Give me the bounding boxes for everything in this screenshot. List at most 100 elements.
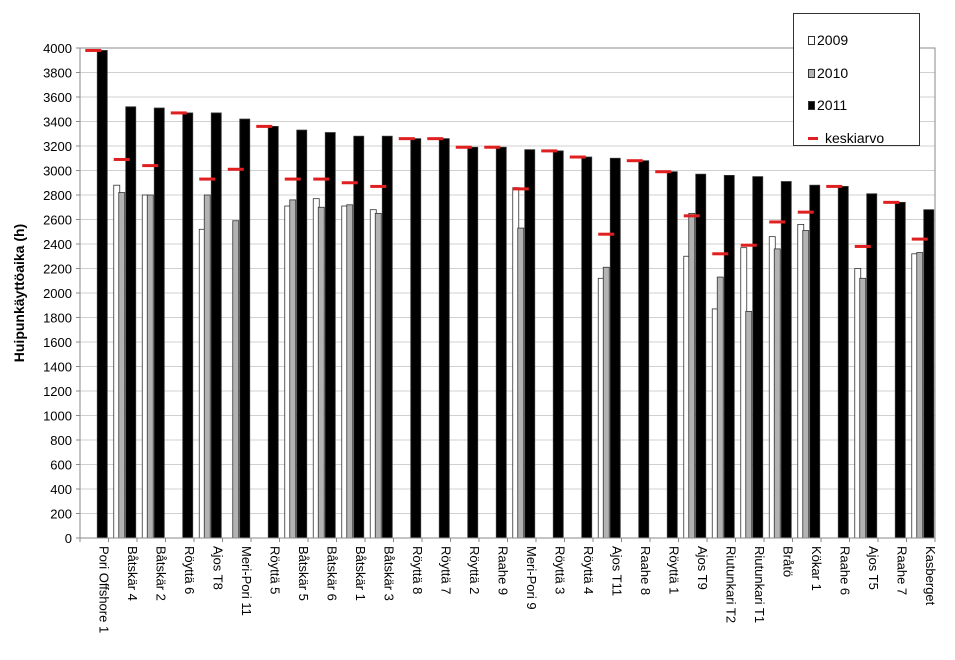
bar-2011 [666,171,678,539]
x-tick-labels: Pori Offshore 1 Båtskär 4 Båtskär 2 Röyttä … [96,546,938,633]
average-marker [341,181,358,185]
x-tick-label: Riutunkari T1 [752,546,767,623]
bar-2011 [837,186,849,539]
bar-2011 [381,135,393,539]
x-tick-label: Ajos T8 [210,546,225,590]
x-tick-label: Röyttä 4 [581,546,596,594]
average-markers [85,48,928,256]
x-tick-label: Båtskär 2 [153,546,168,601]
average-marker [712,252,729,256]
average-marker [854,244,871,248]
y-tick-label: 4000 [43,41,72,56]
legend-item-2009: 2009 [808,30,848,50]
x-tick-label: Röyttä 2 [467,546,482,594]
average-marker [655,170,672,174]
legend-swatch-2011 [808,100,815,110]
y-tick-label: 1400 [43,360,72,375]
x-tick-label: Ajos T5 [866,546,881,590]
legend-swatch-2010 [808,68,815,78]
bar-2011 [723,174,735,539]
bar-2010 [118,192,126,539]
bar-2010 [146,194,154,539]
x-tick-label: Båtskär 1 [353,546,368,601]
x-tick-label: Båtskär 3 [381,546,396,601]
average-marker [740,243,757,247]
average-marker [769,220,786,224]
average-marker [284,177,301,181]
x-tick-label: Ajos T9 [695,546,710,590]
y-tick-labels: 0 200 400 600 800 1000 1200 1400 1600 1800 2000 220… [43,41,72,546]
bar-2011 [210,112,222,539]
bar-2011 [438,138,450,539]
bar-2010 [232,220,240,539]
bar-2010 [289,199,297,539]
legend-label-2009: 2009 [817,32,849,48]
y-tick-label: 3800 [43,66,72,81]
legend-label-2010: 2010 [817,65,849,81]
bar-2011 [267,126,279,539]
bar-2011 [239,118,251,539]
average-marker [227,167,244,171]
y-tick-label: 3600 [43,90,72,105]
bar-2011 [467,146,479,539]
bar-2010 [317,206,325,539]
bar-2011 [780,181,792,539]
x-tick-label: Röyttä 5 [267,546,282,594]
bar-2011 [638,160,650,539]
x-tick-label: Raahe 8 [638,546,653,595]
x-tick-label: Kökar 1 [809,546,824,591]
bar-2011 [894,201,906,539]
x-tick-label: Riutunkari T2 [723,546,738,623]
y-tick-label: 2600 [43,213,72,228]
bar-2011 [410,138,422,539]
y-tick-label: 2000 [43,286,72,301]
gridlines [80,47,935,539]
average-marker [170,111,187,115]
bar-2011 [752,176,764,539]
x-tick-label: Bråtö [780,546,795,577]
y-tick-label: 2200 [43,262,72,277]
legend-swatch-2009 [808,35,815,45]
bar-2011 [809,184,821,539]
bar-2010 [203,194,211,539]
axes [76,47,936,542]
bar-2010 [716,276,724,539]
x-tick-label: Raahe 9 [495,546,510,595]
y-tick-label: 200 [50,507,72,522]
bar-2010 [346,204,354,539]
x-tick-label: Meri-Pori 9 [524,546,539,610]
average-marker [911,237,928,241]
x-tick-label: Röyttä 3 [552,546,567,594]
average-marker [142,164,159,168]
y-axis-label: Huipunkäyttöaika (h) [11,224,27,362]
y-tick-label: 1000 [43,409,72,424]
x-tick-label: Pori Offshore 1 [96,546,111,633]
x-tick-label: Raahe 7 [894,546,909,595]
bar-2010 [859,277,867,539]
average-marker [313,177,330,181]
legend-item-2010: 2010 [808,63,848,83]
bar-2011 [581,156,593,539]
bar-2010 [745,310,753,539]
bar-2011 [182,112,194,539]
y-tick-label: 3200 [43,139,72,154]
y-tick-label: 3400 [43,115,72,130]
average-marker [598,232,615,236]
bar-2011 [923,209,935,539]
y-tick-label: 3000 [43,164,72,179]
average-marker [427,137,444,141]
legend-item-keskiarvo: keskiarvo [808,128,884,148]
average-marker [626,159,643,163]
bar-2010 [517,227,525,539]
bars [96,50,935,539]
y-tick-label: 2400 [43,237,72,252]
legend-item-2011: 2011 [808,95,847,115]
average-marker [541,149,558,153]
x-tick-label: Röyttä 6 [182,546,197,594]
bar-2010 [688,212,696,539]
bar-2011 [609,157,621,539]
average-marker [455,145,472,149]
y-tick-label: 1800 [43,311,72,326]
y-tick-label: 600 [50,458,72,473]
